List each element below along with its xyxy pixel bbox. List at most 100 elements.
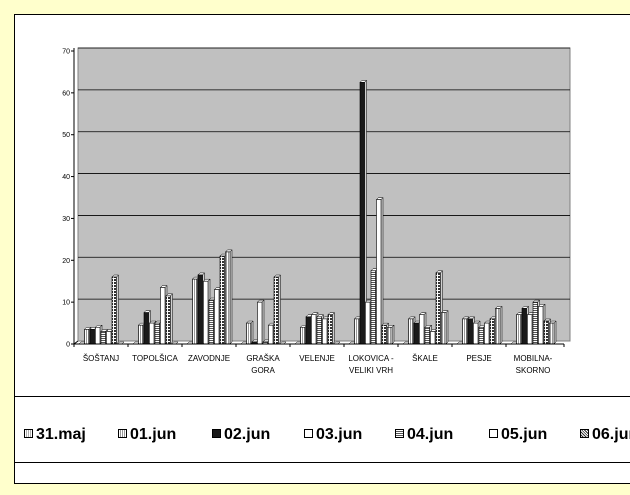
x-tick-label: PESJE [466,354,491,363]
bar [376,199,382,345]
legend-label: 02.jun [224,426,271,443]
bar-side [175,341,179,345]
bar [225,251,231,345]
bar [160,287,166,345]
bar [203,280,209,345]
legend-item: 01.jun [118,426,176,444]
x-tick-label: ZAVODNJE [188,354,230,363]
legend-item: 05.jun [489,426,547,444]
bar [478,326,484,345]
x-tick-label: ŠOŠTANJ [83,354,119,363]
legend-label: 06.jun [592,426,630,443]
bar [84,329,90,345]
bar-side [250,320,254,345]
bar [322,318,328,345]
bar [521,308,527,345]
legend-divider-top [14,396,630,397]
bar [273,276,279,345]
legend-swatch [24,429,33,438]
x-tick-label: VELENJE [299,354,335,363]
bar [257,301,263,345]
bar [197,274,203,345]
bar-side [229,249,233,345]
x-tick-label: LOKOVICA -VELIKI VRH [348,354,394,375]
bar [495,308,501,345]
bar-side [283,341,287,345]
plot-area [77,47,571,342]
bar [300,326,306,345]
x-tick-label: MOBILNA-SKORNO [514,354,553,375]
bar [305,316,311,345]
bar [214,289,220,345]
bar [138,324,144,345]
bar [441,312,447,345]
bar [219,255,225,345]
bar [165,295,171,345]
bar [435,272,441,345]
bar [316,316,322,345]
y-tick-label: 10 [62,300,70,307]
y-tick-label: 70 [62,49,70,56]
y-tick-label: 50 [62,132,70,139]
bar [549,322,555,345]
bar [516,314,522,345]
legend-item: 03.jun [304,426,362,444]
bar [424,326,430,345]
legend-label: 01.jun [130,426,177,443]
bar [473,322,479,345]
bar [430,331,436,345]
bar [365,301,371,345]
bar [354,318,360,345]
bar [413,322,419,345]
y-tick-label: 60 [62,90,70,97]
bar-side [116,274,119,345]
x-tick-label: TOPOLŠICA [132,354,178,363]
legend-item: 04.jun [395,426,453,444]
x-tick-label: ŠKALE [412,354,438,363]
bar [370,270,376,345]
bar [268,324,274,345]
legend-label: 05.jun [501,426,548,443]
y-tick-label: 30 [62,216,70,223]
legend-label: 03.jun [316,426,363,443]
bar [327,314,333,345]
bar-chart: 0 10 20 30 40 50 60 70 ŠOŠTANJ TOPOLŠICA ZAVODNJE… [62,47,571,375]
legend-swatch [212,429,221,438]
bar [484,322,490,345]
bar [311,314,317,345]
bar [462,318,468,345]
legend-swatch [489,429,498,438]
bar [192,278,198,345]
legend-label: 04.jun [407,426,454,443]
legend-item: 02.jun [212,426,270,444]
bar [208,299,214,345]
bar [89,329,95,345]
bar [106,331,112,345]
bar-side [337,341,341,345]
y-tick-label: 20 [62,258,70,265]
x-tick-label: GRAŠKA GORA [246,354,280,375]
legend-swatch [304,429,313,438]
legend-swatch [395,429,404,438]
legend: 31.maj 01.jun 02.jun 03.jun 04.jun 05.jun 06.j… [14,426,630,452]
bar [143,312,149,345]
bar [489,318,495,345]
bar [95,326,101,345]
bar [419,314,425,345]
bar [532,301,538,345]
bar-side [121,341,125,345]
bar [246,322,252,345]
bar [543,320,549,345]
legend-item: 06.jun [580,426,630,444]
bar [467,318,473,345]
legend-label: 31.maj [36,426,86,443]
legend-swatch [118,429,127,438]
bar [381,324,387,345]
axis-corner [73,340,79,345]
legend-swatch [580,429,589,438]
bar-side [170,293,173,345]
bar [100,331,106,345]
bar [527,314,533,345]
bar [538,306,544,345]
